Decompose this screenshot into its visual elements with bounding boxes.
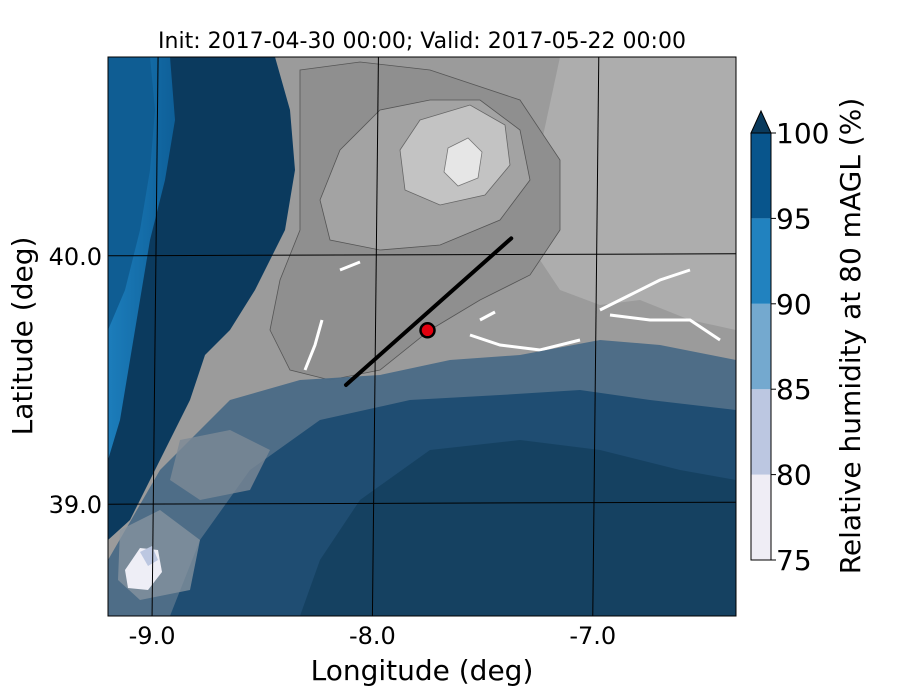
colorbar-segment-3: [751, 218, 771, 304]
colorbar-tick-label-2: 85: [776, 373, 812, 406]
gridline-lon-0: [151, 57, 159, 616]
transect-line: [343, 236, 514, 387]
terrain-summit: [443, 137, 483, 187]
y-tick-label-1: 39.0: [49, 491, 102, 519]
colorbar-segment-0: [751, 474, 771, 560]
colorbar-frame: [750, 132, 772, 561]
y-axis-label: Latitude (deg): [6, 237, 39, 436]
colorbar-tick-labels: 75 80 85 90 95 100: [771, 117, 829, 577]
humidity-south-inner: [300, 440, 736, 616]
river-valley-east: [469, 268, 721, 352]
y-tick-label-0: 40.0: [49, 243, 102, 271]
gridline-lon-1: [371, 57, 379, 616]
colorbar-label: Relative humidity at 80 mAGL (%): [834, 98, 867, 575]
site-marker: [419, 322, 436, 339]
x-axis-label: Longitude (deg): [311, 654, 534, 687]
colorbar-segment-1: [751, 389, 771, 475]
colorbar: [750, 109, 772, 561]
terrain-plateau-east: [540, 57, 736, 330]
colorbar-tick-label-3: 90: [776, 288, 812, 321]
gridlines: [108, 57, 736, 616]
humidity-ocean-core: [108, 57, 155, 330]
x-tick-label-0: -9.0: [129, 622, 176, 650]
colorbar-segment-4: [751, 133, 771, 219]
y-tick-labels: 40.0 39.0: [49, 243, 102, 519]
colorbar-tick-label-5: 100: [776, 117, 829, 150]
humidity-light-patch: [140, 546, 158, 566]
x-tick-label-1: -8.0: [349, 622, 396, 650]
colorbar-tick-label-1: 80: [776, 459, 812, 492]
x-tick-label-2: -7.0: [569, 622, 616, 650]
gridline-lon-2: [592, 57, 600, 616]
gridline-lat-1: [108, 501, 736, 505]
map-frame: [107, 56, 737, 617]
colorbar-extend-arrow: [750, 109, 772, 134]
colorbar-tick-label-0: 75: [776, 544, 812, 577]
map-title: Init: 2017-04-30 00:00; Valid: 2017-05-2…: [158, 29, 686, 54]
colorbar-segment-2: [751, 303, 771, 390]
terrain-patch-south: [170, 430, 270, 500]
gridline-lat-0: [108, 253, 736, 257]
x-tick-labels: -9.0 -8.0 -7.0: [129, 622, 617, 650]
river-valley-center: [303, 260, 496, 371]
map-panel: [108, 57, 736, 616]
colorbar-tick-label-4: 95: [776, 202, 812, 235]
